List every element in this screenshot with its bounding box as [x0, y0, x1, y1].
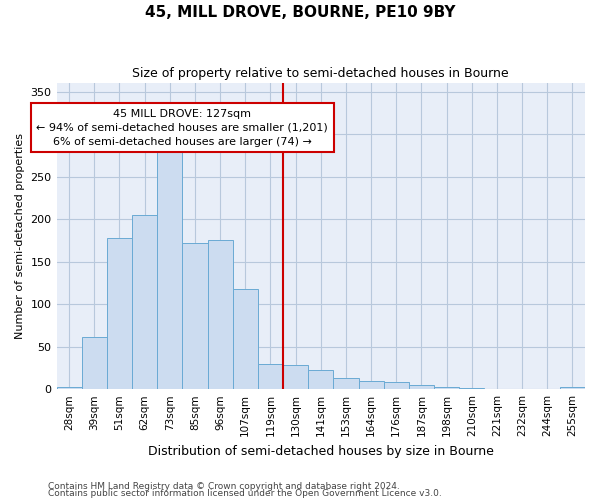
Bar — [308, 370, 334, 389]
Y-axis label: Number of semi-detached properties: Number of semi-detached properties — [15, 133, 25, 339]
Bar — [283, 364, 308, 389]
Bar — [132, 215, 157, 389]
Bar — [409, 385, 434, 389]
Title: Size of property relative to semi-detached houses in Bourne: Size of property relative to semi-detach… — [133, 68, 509, 80]
Bar — [434, 388, 459, 389]
Bar — [82, 338, 107, 389]
Bar — [359, 380, 383, 389]
Bar — [56, 388, 82, 389]
Bar — [560, 388, 585, 389]
Bar — [157, 150, 182, 389]
Text: 45 MILL DROVE: 127sqm
← 94% of semi-detached houses are smaller (1,201)
6% of se: 45 MILL DROVE: 127sqm ← 94% of semi-deta… — [37, 108, 328, 146]
Bar — [258, 364, 283, 389]
Bar — [383, 382, 409, 389]
X-axis label: Distribution of semi-detached houses by size in Bourne: Distribution of semi-detached houses by … — [148, 444, 494, 458]
Bar — [233, 289, 258, 389]
Bar — [459, 388, 484, 389]
Bar — [107, 238, 132, 389]
Bar — [208, 240, 233, 389]
Bar — [182, 243, 208, 389]
Text: 45, MILL DROVE, BOURNE, PE10 9BY: 45, MILL DROVE, BOURNE, PE10 9BY — [145, 5, 455, 20]
Text: Contains HM Land Registry data © Crown copyright and database right 2024.: Contains HM Land Registry data © Crown c… — [48, 482, 400, 491]
Bar — [334, 378, 359, 389]
Text: Contains public sector information licensed under the Open Government Licence v3: Contains public sector information licen… — [48, 490, 442, 498]
